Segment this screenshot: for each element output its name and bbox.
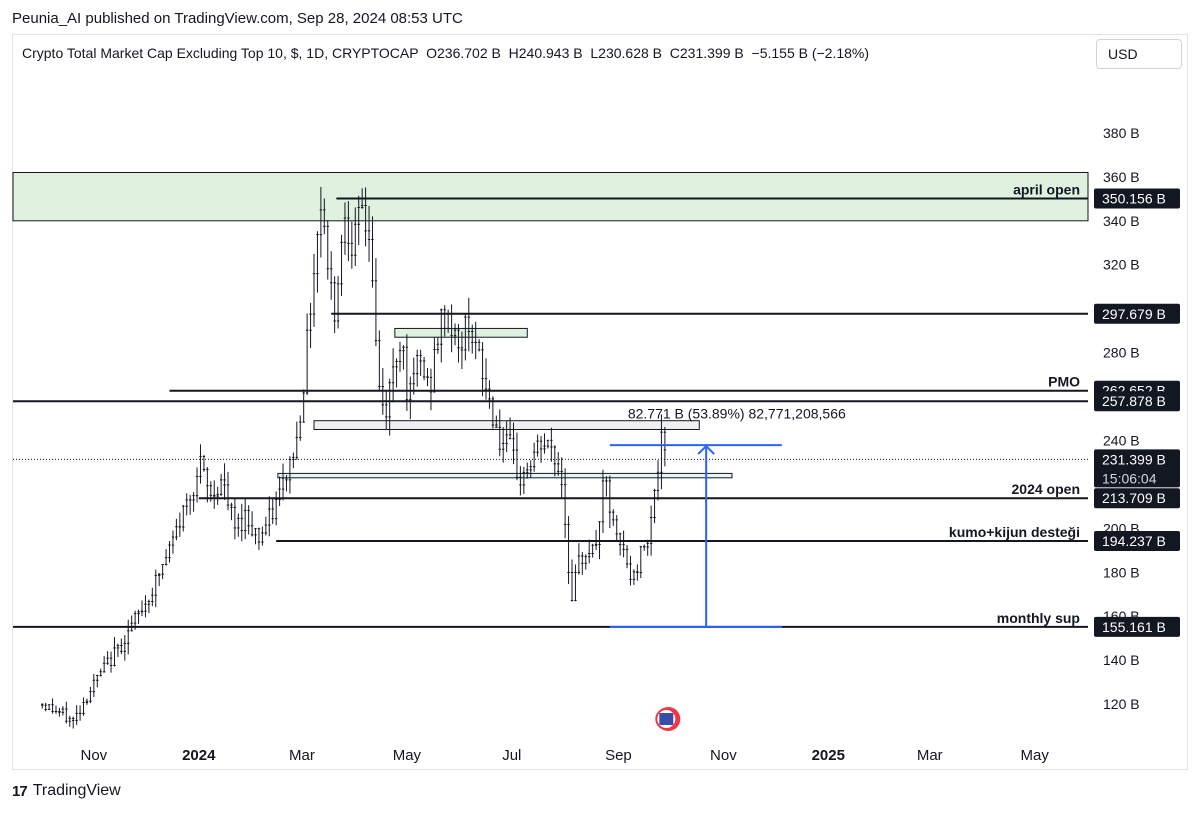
x-tick-label: Sep xyxy=(605,747,632,764)
measure-label: 82.771 B (53.89%) 82,771,208,566 xyxy=(628,406,846,422)
level-price-tag-bg xyxy=(1094,188,1180,209)
ohlc-change: −5.155 B (−2.18%) xyxy=(751,45,870,61)
level-price-tag: 297.679 B xyxy=(1102,306,1166,322)
countdown-label: 15:06:04 xyxy=(1102,470,1157,486)
x-tick-label: May xyxy=(393,747,422,764)
y-tick-label: 380 B xyxy=(1103,125,1140,141)
y-tick-label: 280 B xyxy=(1103,345,1140,361)
level-price-tag: 213.709 B xyxy=(1102,490,1166,506)
zone-box xyxy=(277,472,733,479)
level-label: PMO xyxy=(1048,374,1080,390)
x-tick-label: Nov xyxy=(710,747,737,764)
ohlc-close: C231.399 B xyxy=(669,45,744,61)
y-tick-label: 320 B xyxy=(1103,257,1140,273)
level-price-tag: 257.878 B xyxy=(1102,393,1166,409)
ohlc-low: L230.628 B xyxy=(590,45,662,61)
symbol-name: Crypto Total Market Cap Excluding Top 10… xyxy=(22,45,419,61)
y-tick-label: 340 B xyxy=(1103,213,1140,229)
y-tick-label: 240 B xyxy=(1103,432,1140,448)
flag-icon-stripes xyxy=(659,713,674,725)
x-tick-label: Mar xyxy=(917,747,943,764)
x-tick-label: 2025 xyxy=(812,747,845,764)
level-label: april open xyxy=(1013,182,1080,198)
level-price-tag-bg xyxy=(1094,616,1180,637)
y-tick-label: 120 B xyxy=(1103,696,1140,712)
level-price-tag-bg xyxy=(1094,303,1180,324)
footer-brand[interactable]: 17 TradingView xyxy=(12,782,121,800)
footer-brand-text: TradingView xyxy=(32,782,121,799)
x-tick-label: Jul xyxy=(502,747,521,764)
zone-box xyxy=(394,327,528,338)
publish-line: Peunia_AI published on TradingView.com, … xyxy=(12,10,463,27)
tradingview-logo-icon: 17 xyxy=(12,782,28,800)
x-tick-label: Nov xyxy=(80,747,107,764)
level-price-tag: 155.161 B xyxy=(1102,619,1166,635)
level-label: 2024 open xyxy=(1012,481,1080,497)
y-tick-label: 140 B xyxy=(1103,652,1140,668)
x-tick-label: 2024 xyxy=(182,747,216,764)
chart-frame xyxy=(12,34,1188,770)
level-price-tag: 194.237 B xyxy=(1102,533,1166,549)
ohlc-high: H240.943 B xyxy=(508,45,583,61)
currency-button[interactable]: USD xyxy=(1096,39,1182,69)
level-price-tag-bg xyxy=(1094,530,1180,551)
level-price-tag-bg xyxy=(1094,488,1180,509)
y-tick-label: 180 B xyxy=(1103,564,1140,580)
level-price-tag-bg xyxy=(1094,391,1180,412)
level-label: monthly sup xyxy=(997,610,1080,626)
candles xyxy=(41,186,667,729)
measure-arrow-head xyxy=(697,444,715,455)
x-tick-label: May xyxy=(1021,747,1050,764)
y-tick-label: 360 B xyxy=(1103,169,1140,185)
ohlc-open: O236.702 B xyxy=(426,45,501,61)
current-price-tag: 231.399 B xyxy=(1102,451,1166,467)
zone-box xyxy=(12,171,1089,222)
current-price-tag-bg xyxy=(1094,449,1180,488)
level-label: kumo+kijun desteği xyxy=(949,524,1080,540)
x-tick-label: Mar xyxy=(289,747,315,764)
level-price-tag: 350.156 B xyxy=(1102,191,1166,207)
symbol-header: Crypto Total Market Cap Excluding Top 10… xyxy=(22,45,869,61)
